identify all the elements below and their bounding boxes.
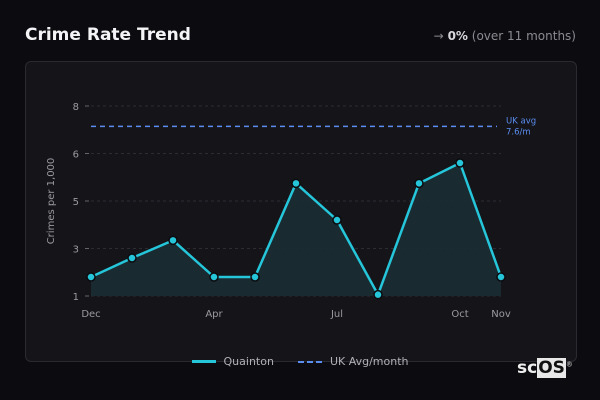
data-point xyxy=(127,253,137,263)
change-summary: → 0% (over 11 months) xyxy=(434,29,576,43)
x-tick-label: Dec xyxy=(81,309,100,320)
legend-item-quainton[interactable]: Quainton xyxy=(191,355,274,368)
change-period: (over 11 months) xyxy=(471,29,576,43)
legend: Quainton UK Avg/month xyxy=(0,355,600,368)
legend-label: Quainton xyxy=(223,355,274,368)
logo-text: sc xyxy=(517,358,538,378)
data-point xyxy=(168,235,178,246)
y-tick-label: 1 xyxy=(73,292,79,303)
data-point xyxy=(373,289,383,300)
data-point xyxy=(250,272,260,282)
uk-average-label: UK avg xyxy=(506,116,536,126)
page-title: Crime Rate Trend xyxy=(25,25,191,45)
x-tick-label: Apr xyxy=(205,309,223,320)
logo-text: OS xyxy=(537,358,566,378)
legend-label: UK Avg/month xyxy=(329,355,409,368)
data-point xyxy=(86,272,96,282)
y-tick-label: 8 xyxy=(73,102,79,113)
trend-arrow-icon: → xyxy=(433,29,444,43)
area-fill xyxy=(91,163,501,296)
change-value: 0% xyxy=(447,29,468,43)
y-tick-label: 5 xyxy=(73,197,79,208)
legend-swatch-dashed xyxy=(297,360,322,363)
data-point xyxy=(455,158,465,168)
x-tick-label: Nov xyxy=(491,309,511,320)
data-point xyxy=(414,178,424,189)
scos-logo: scOS® xyxy=(517,358,573,378)
y-tick-label: 3 xyxy=(73,245,79,256)
x-tick-label: Jul xyxy=(330,309,343,320)
legend-item-uk-avg[interactable]: UK Avg/month xyxy=(297,355,409,368)
data-point xyxy=(291,178,301,189)
y-tick-label: 6 xyxy=(73,150,79,161)
legend-swatch-solid xyxy=(191,360,216,363)
data-point xyxy=(332,215,342,225)
data-point xyxy=(209,272,219,282)
uk-average-value: 7.6/m xyxy=(506,127,531,137)
logo-mark: ® xyxy=(565,360,573,369)
y-axis-label: Crimes per 1,000 xyxy=(46,158,57,245)
data-point xyxy=(496,272,506,282)
x-tick-label: Oct xyxy=(451,309,468,320)
